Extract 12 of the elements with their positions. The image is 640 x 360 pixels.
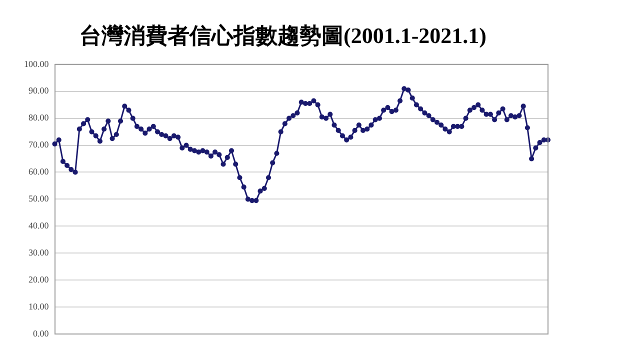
y-tick-label: 80.00 bbox=[28, 112, 50, 123]
y-tick-label: 40.00 bbox=[28, 220, 50, 231]
y-tick-label: 10.00 bbox=[28, 301, 50, 312]
y-tick-label: 70.00 bbox=[28, 140, 50, 150]
y-tick-label: 90.00 bbox=[28, 86, 50, 96]
y-tick-label: 30.00 bbox=[28, 247, 50, 258]
y-tick-label: 50.00 bbox=[28, 194, 50, 204]
chart-title: 台灣消費者信心指數趨勢圖(2001.1-2021.1) bbox=[80, 22, 486, 48]
y-tick-label: 60.00 bbox=[28, 166, 50, 177]
y-tick-label: 20.00 bbox=[28, 274, 50, 284]
y-tick-label: 0.00 bbox=[33, 328, 50, 338]
y-tick-label: 100.00 bbox=[24, 58, 50, 69]
